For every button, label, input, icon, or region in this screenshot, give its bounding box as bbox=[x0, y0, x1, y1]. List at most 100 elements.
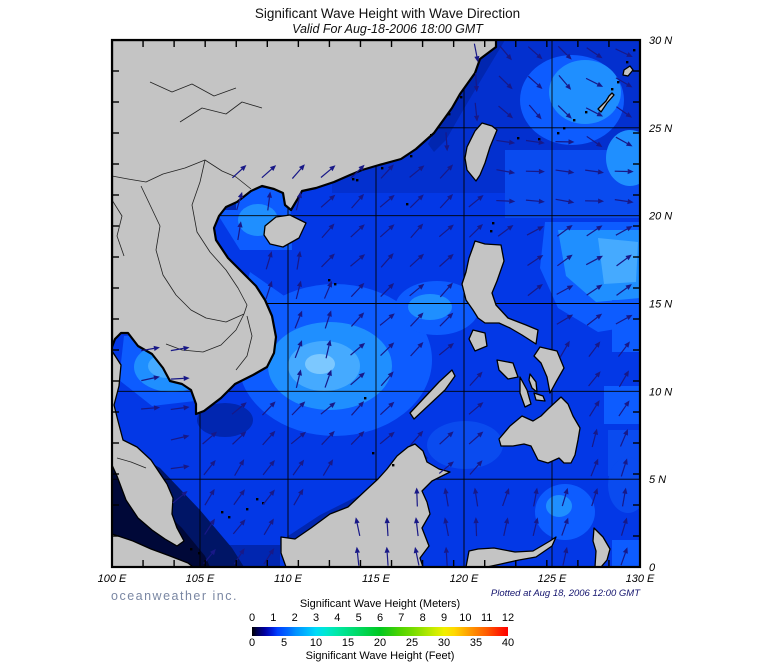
wave-arrow bbox=[555, 139, 575, 145]
oceanweather-logo-text: oceanweather inc. bbox=[111, 589, 238, 603]
latitude-label: 15 N bbox=[649, 299, 672, 311]
wave-arrow bbox=[557, 45, 572, 60]
chart-header: Significant Wave Height with Wave Direct… bbox=[0, 6, 775, 36]
island-speck bbox=[517, 137, 520, 140]
wave-arrow bbox=[586, 284, 603, 296]
latitude-label: 10 N bbox=[649, 386, 672, 398]
landmass-malay-peninsula bbox=[112, 350, 185, 547]
wave-arrow bbox=[591, 487, 599, 507]
map-edge-ticks bbox=[113, 41, 639, 566]
wave-arrow bbox=[380, 164, 394, 179]
island-speck bbox=[228, 516, 231, 519]
wave-arrow bbox=[354, 517, 361, 537]
wave-arrow bbox=[410, 341, 424, 357]
wave-arrow bbox=[409, 194, 424, 209]
colorbar-meters-value: 7 bbox=[398, 612, 405, 624]
colorbar-meters-value: 2 bbox=[291, 612, 298, 624]
colorbar-feet-value: 20 bbox=[373, 637, 387, 649]
wave-arrow bbox=[262, 459, 275, 476]
wave-arrow bbox=[234, 459, 245, 476]
wave-arrow bbox=[588, 341, 601, 357]
chart-valid-time: Valid For Aug-18-2006 18:00 GMT bbox=[292, 21, 483, 36]
wave-arrow bbox=[527, 283, 543, 297]
political-borders bbox=[112, 81, 263, 469]
wave-arrow bbox=[170, 434, 190, 441]
wave-arrow bbox=[586, 47, 603, 59]
landmass-palawan bbox=[409, 369, 456, 420]
landmass-cebu bbox=[528, 373, 538, 393]
landmass-amami bbox=[622, 65, 634, 77]
wave-arrow bbox=[468, 195, 484, 208]
landmass-negros bbox=[519, 376, 532, 408]
wave-arrow bbox=[586, 313, 603, 326]
colorbar-gradient bbox=[252, 627, 508, 636]
colorbar-meters-value: 4 bbox=[334, 612, 341, 624]
wave-arrow bbox=[231, 402, 247, 415]
wave-arrow bbox=[562, 546, 569, 566]
island-speck bbox=[372, 452, 375, 455]
longitude-label: 110 E bbox=[274, 573, 303, 585]
wave-arrow bbox=[350, 164, 365, 179]
wave-arrow bbox=[621, 487, 628, 507]
latitude-label: 5 N bbox=[649, 474, 666, 486]
wave-arrow bbox=[350, 342, 366, 356]
colorbar-meters-value: 10 bbox=[459, 612, 472, 624]
wave-arrow bbox=[410, 312, 424, 327]
island-speck bbox=[221, 511, 224, 514]
landmass-borneo bbox=[280, 443, 451, 567]
wave-arrow bbox=[263, 548, 275, 565]
wave-arrow bbox=[439, 282, 453, 298]
wave-arrow bbox=[232, 431, 247, 445]
wave-arrow bbox=[265, 280, 273, 300]
colorbar-feet-value: 10 bbox=[309, 637, 323, 649]
wave-arrow bbox=[291, 401, 306, 416]
island-speck bbox=[334, 283, 337, 286]
island-speck bbox=[406, 203, 409, 206]
wave-arrow bbox=[266, 191, 273, 211]
wave-arrow bbox=[443, 487, 449, 507]
island-speck bbox=[246, 508, 249, 511]
wave-arrow bbox=[410, 430, 424, 446]
wave-arrow bbox=[473, 102, 480, 122]
island-speck bbox=[573, 119, 576, 122]
wave-arrow bbox=[379, 431, 395, 445]
wave-arrow bbox=[618, 370, 629, 388]
wave-arrow bbox=[525, 168, 545, 175]
wave-arrow bbox=[469, 460, 483, 475]
latitude-label: 30 N bbox=[649, 35, 672, 47]
wave-arrow bbox=[202, 431, 218, 445]
wave-arrow bbox=[556, 224, 573, 237]
wave-arrow bbox=[296, 250, 302, 270]
wave-arrow bbox=[585, 198, 605, 204]
wave-arrow bbox=[526, 226, 544, 236]
longitude-label: 115 E bbox=[362, 573, 391, 585]
longitude-label: 100 E bbox=[98, 573, 127, 585]
wave-arrow bbox=[525, 139, 545, 145]
landmass-taiwan bbox=[464, 122, 498, 182]
wave-arrow bbox=[262, 401, 276, 416]
wave-arrow bbox=[233, 548, 245, 565]
map-border bbox=[110, 38, 642, 569]
wave-arrow bbox=[379, 224, 395, 238]
wave-arrow bbox=[295, 191, 302, 211]
landmass-sumatra bbox=[112, 533, 194, 567]
wave-arrow bbox=[354, 546, 361, 566]
wave-arrow bbox=[172, 491, 188, 504]
wave-arrow bbox=[261, 165, 277, 179]
wave-arrow bbox=[237, 221, 243, 241]
plotted-timestamp: Plotted at Aug 18, 2006 12:00 GMT bbox=[490, 588, 640, 599]
wave-arrow bbox=[473, 517, 479, 537]
wave-arrow bbox=[586, 135, 603, 148]
wave-arrow bbox=[439, 431, 454, 445]
landmass-mindoro bbox=[468, 329, 488, 352]
island-speck bbox=[352, 178, 355, 181]
wave-arrow bbox=[322, 459, 334, 476]
chart-title: Significant Wave Height with Wave Direct… bbox=[254, 6, 521, 21]
island-speck bbox=[460, 96, 463, 99]
wave-arrow bbox=[290, 431, 306, 445]
wave-arrow bbox=[499, 45, 512, 61]
wave-arrow bbox=[616, 254, 632, 267]
wave-arrow bbox=[439, 253, 454, 267]
